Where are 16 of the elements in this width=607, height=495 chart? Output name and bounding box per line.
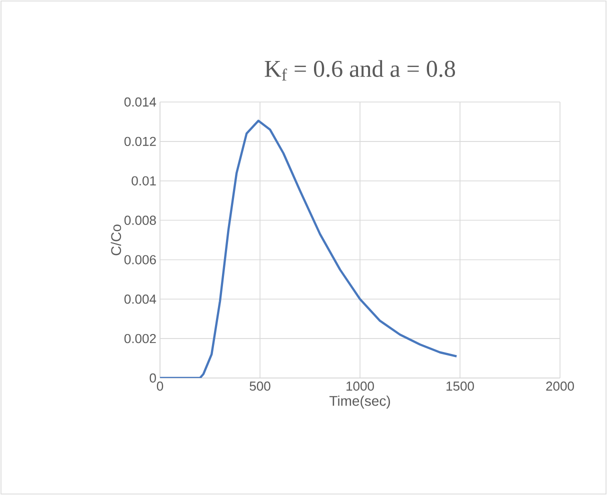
x-tick-label: 1500 bbox=[446, 382, 474, 391]
y-tick-label: 0.006 bbox=[124, 255, 156, 264]
x-tick-label: 500 bbox=[250, 382, 270, 391]
y-tick-label: 0.014 bbox=[124, 97, 156, 107]
y-tick-label: 0.012 bbox=[124, 136, 156, 146]
y-axis-title: C/Co bbox=[110, 224, 122, 256]
y-tick-label: 0.004 bbox=[124, 294, 156, 304]
y-tick-label: 0.008 bbox=[124, 216, 156, 225]
y-tick-label: 0 bbox=[150, 373, 156, 383]
x-axis-title: Time(sec) bbox=[329, 396, 390, 409]
y-tick-label: 0.01 bbox=[132, 176, 156, 186]
x-tick-label: 1000 bbox=[346, 382, 374, 391]
x-tick-label: 2000 bbox=[546, 382, 574, 391]
chart-title: K$_{f}$ = 0.6 and a = 0.8 bbox=[264, 60, 455, 80]
x-tick-label: 0 bbox=[156, 382, 164, 391]
y-tick-label: 0.002 bbox=[124, 334, 156, 344]
